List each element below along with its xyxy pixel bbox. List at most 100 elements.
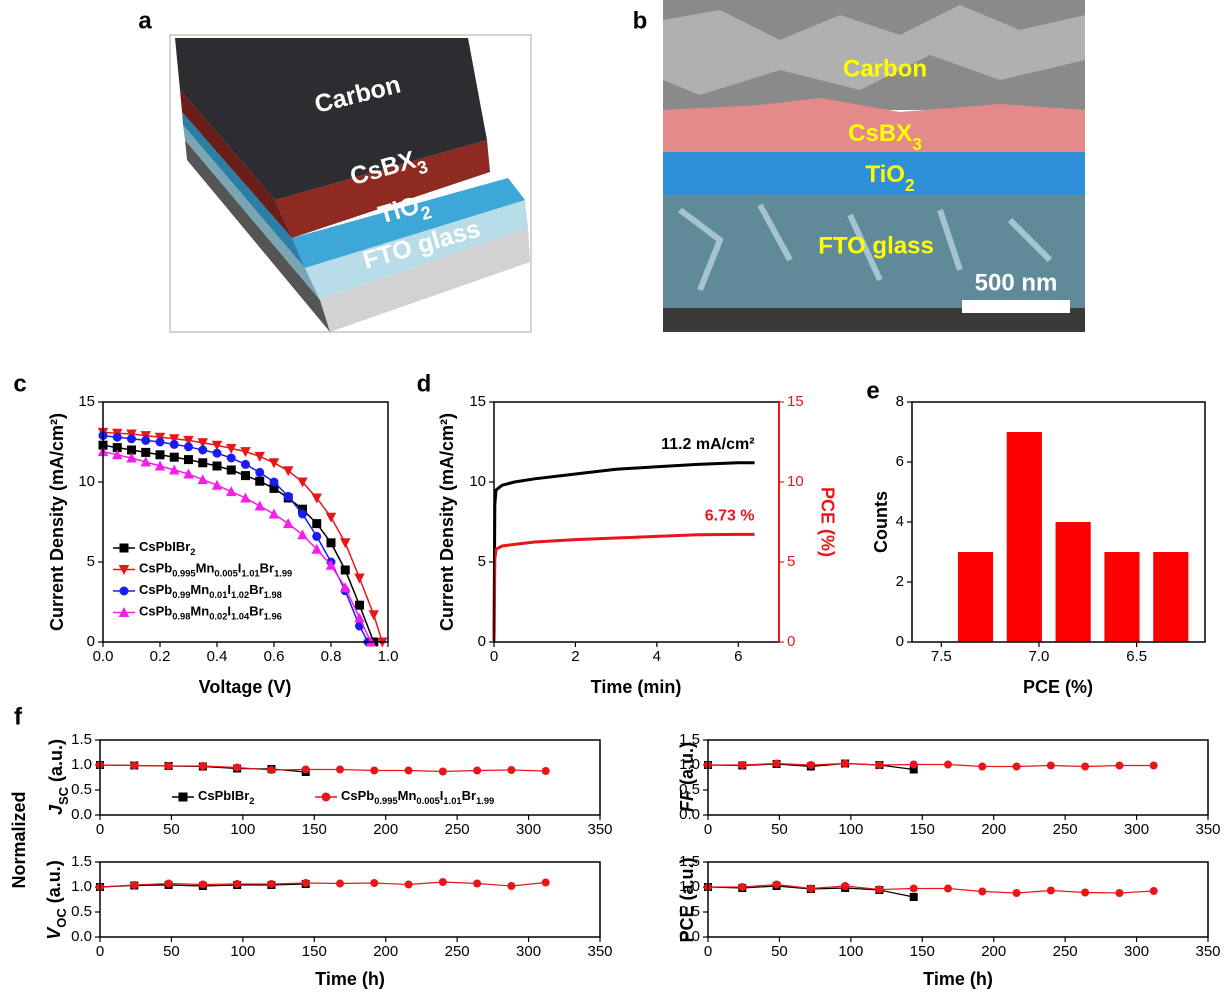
marker — [301, 765, 310, 774]
x-tick-label: 350 — [1195, 821, 1220, 838]
y-tick-label: 4 — [896, 513, 904, 530]
marker — [155, 437, 165, 447]
marker — [140, 456, 151, 467]
y-tick-label: 1.0 — [71, 878, 92, 895]
marker — [130, 761, 139, 770]
marker — [267, 766, 276, 774]
marker — [155, 450, 165, 460]
marker — [226, 453, 236, 463]
marker — [311, 493, 322, 504]
marker — [875, 885, 884, 894]
marker — [978, 762, 987, 771]
glass-front — [320, 228, 530, 332]
marker — [197, 474, 208, 485]
panel-label: c — [13, 370, 26, 397]
x-tick-label: 7.0 — [1029, 648, 1050, 665]
series-line — [99, 764, 546, 773]
marker — [112, 449, 123, 460]
marker — [283, 491, 293, 501]
marker — [438, 878, 447, 886]
marker — [312, 519, 322, 529]
marker — [255, 467, 265, 477]
marker — [340, 582, 351, 593]
marker — [169, 464, 180, 475]
bar — [1006, 432, 1042, 642]
bar — [1104, 552, 1140, 642]
legend-label: CsPb0.995Mn0.005I1.01Br1.99 — [341, 788, 494, 806]
marker — [254, 500, 265, 511]
y-tick-label: 15 — [78, 393, 95, 410]
y-tick-label: 0.5 — [679, 781, 700, 798]
marker — [806, 884, 815, 893]
x-axis-label: Time (h) — [315, 969, 385, 989]
marker — [541, 878, 550, 887]
x-tick-label: 150 — [302, 821, 327, 838]
legend-label: CsPb0.99Mn0.01I1.02Br1.98 — [139, 582, 282, 600]
marker — [806, 761, 815, 769]
marker — [233, 763, 242, 772]
marker — [438, 767, 447, 776]
marker — [164, 762, 173, 770]
panel-label: a — [138, 7, 152, 34]
x-tick-label: 0 — [704, 943, 712, 960]
marker — [325, 559, 337, 570]
x-tick-label: 250 — [1053, 821, 1078, 838]
marker — [254, 451, 265, 462]
y-axis-label: JSC (a.u.) — [46, 739, 71, 815]
marker — [1012, 889, 1021, 897]
x-tick-label: 100 — [230, 821, 255, 838]
fto-front — [305, 200, 528, 300]
legend-marker — [118, 607, 130, 617]
marker — [297, 529, 308, 540]
legend-marker — [119, 586, 129, 596]
marker — [226, 443, 237, 454]
x-tick-label: 2 — [571, 648, 579, 665]
marker — [875, 761, 884, 769]
y-tick-label: 0 — [478, 633, 486, 650]
marker — [198, 458, 208, 468]
marker — [1046, 886, 1055, 895]
marker — [197, 438, 208, 449]
x-tick-label: 250 — [445, 821, 470, 838]
x-tick-label: 150 — [910, 943, 935, 960]
marker — [126, 429, 137, 440]
marker — [169, 439, 179, 449]
marker — [541, 767, 550, 775]
bar — [1055, 522, 1091, 642]
plot-frame — [707, 739, 1209, 816]
marker — [183, 435, 194, 446]
panel-label: e — [866, 377, 879, 404]
x-tick-label: 50 — [163, 821, 180, 838]
marker — [164, 879, 173, 888]
marker — [738, 883, 747, 891]
fto-side — [183, 125, 320, 300]
marker — [212, 461, 222, 471]
marker — [978, 887, 987, 896]
perovskite-side — [180, 90, 292, 238]
x-tick-label: 0.6 — [264, 648, 285, 665]
y-tick-label: 10 — [469, 473, 486, 490]
marker — [311, 543, 322, 554]
marker — [336, 765, 344, 774]
marker — [269, 477, 279, 487]
marker — [368, 610, 379, 621]
marker — [1046, 761, 1055, 770]
marker — [1115, 889, 1124, 897]
legend-label: CsPbIBr2 — [139, 539, 196, 557]
legend-marker — [119, 543, 129, 553]
y-tick-label: 1.5 — [71, 731, 92, 748]
marker — [909, 893, 918, 901]
sem-label: CsBX3 — [848, 120, 922, 153]
y-tick-label: 2 — [896, 573, 904, 590]
marker — [336, 879, 344, 888]
marker — [283, 466, 294, 477]
marker — [944, 760, 952, 769]
marker — [1081, 762, 1090, 771]
y-tick-label: 6 — [896, 453, 904, 470]
y-axis-label: Current Density (mA/cm²) — [437, 413, 457, 631]
marker — [298, 509, 307, 519]
x-tick-label: 300 — [1124, 943, 1149, 960]
bar — [957, 552, 994, 642]
y-tick-label: 0 — [896, 633, 904, 650]
marker — [283, 518, 294, 529]
